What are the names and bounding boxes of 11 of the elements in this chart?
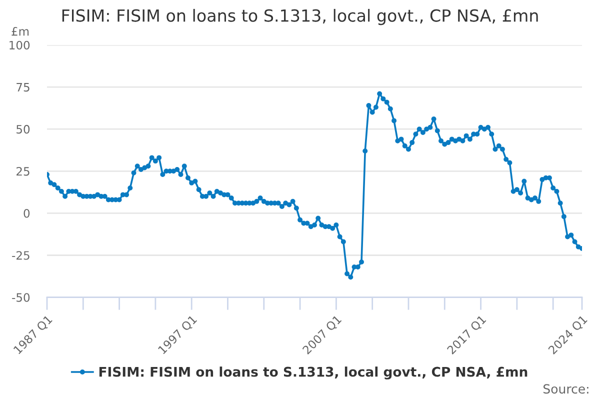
- legend-label: FISIM: FISIM on loans to S.1313, local govt., CP NSA, £mn: [99, 366, 528, 380]
- y-tick-label: 50: [16, 124, 30, 134]
- chart-title: FISIM: FISIM on loans to S.1313, local govt., CP NSA, £mn: [62, 8, 538, 26]
- y-tick-label: 25: [16, 166, 30, 176]
- y-tick-label: -50: [12, 293, 30, 302]
- y-tick-label: 100: [10, 40, 30, 50]
- y-tick-label: 0: [24, 209, 30, 218]
- y-tick-label: -25: [12, 251, 30, 260]
- y-tick-label: 75: [16, 83, 30, 92]
- y-axis-title: £m: [12, 27, 29, 36]
- source-note: Source:: [543, 384, 588, 394]
